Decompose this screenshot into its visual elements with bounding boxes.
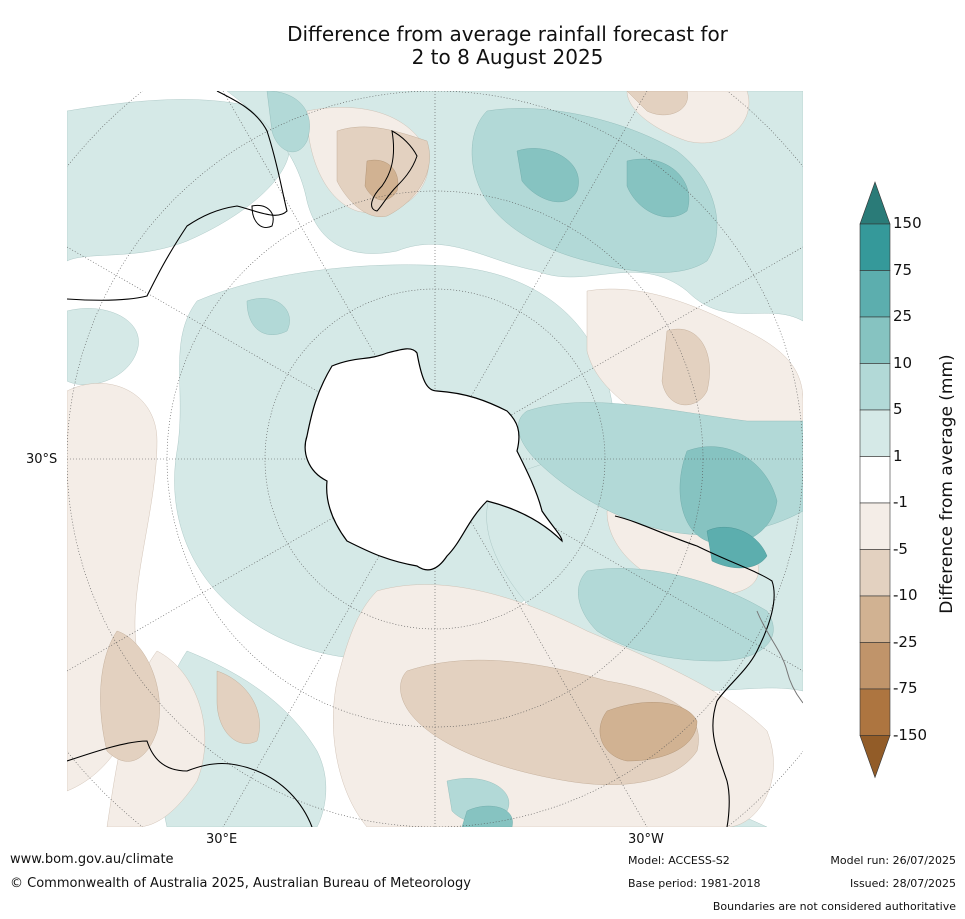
colorbar-tick-label: -10: [893, 586, 918, 604]
south-america-outline: [614, 515, 775, 827]
chart-title-line1: Difference from average rainfall forecas…: [287, 22, 728, 46]
lon-label-30e: 30°E: [206, 832, 238, 847]
footer-base-period: Base period: 1981-2018: [628, 877, 761, 890]
colorbar-title: Difference from average (mm): [937, 354, 957, 614]
footer-model-run: Model run: 26/07/2025: [830, 854, 956, 867]
anomaly-fill-10-to-25: [461, 148, 778, 827]
colorbar-tick-label: -75: [893, 679, 918, 697]
colorbar-tick-label: 150: [893, 214, 922, 232]
anomaly-fill-minus10-to-minus25: [364, 159, 698, 762]
antarctica-outline: [304, 348, 563, 571]
colorbar-tick-label: 25: [893, 307, 913, 325]
colorbar-tick-label: -150: [893, 725, 928, 744]
footer-website: www.bom.gov.au/climate: [10, 852, 174, 867]
colorbar-band-m75_m150: [859, 688, 891, 736]
colorbar-extend-top: [859, 181, 891, 225]
footer-issued: Issued: 28/07/2025: [849, 877, 956, 890]
colorbar-band-25_75: [859, 270, 891, 318]
colorbar-tick-label: -1: [893, 493, 908, 511]
rainfall-anomaly-map: [67, 91, 803, 827]
colorbar: [855, 180, 895, 785]
lon-label-30w: 30°W: [628, 832, 664, 847]
colorbar-tick-label: 1: [893, 446, 903, 465]
colorbar-band-neutral: [859, 456, 891, 504]
colorbar-tick-label: 5: [893, 400, 903, 418]
chart-title-line2: 2 to 8 August 2025: [411, 45, 604, 69]
footer-copyright: © Commonwealth of Australia 2025, Austra…: [10, 876, 471, 891]
lat-label-30s: 30°S: [26, 452, 58, 467]
colorbar-band-m5_m10: [859, 549, 891, 597]
footer-boundaries: Boundaries are not considered authoritat…: [712, 900, 956, 913]
colorbar-band-m1_m5: [859, 502, 891, 550]
colorbar-tick-label: -25: [893, 632, 918, 651]
colorbar-band-m10_m25: [859, 595, 891, 643]
colorbar-band-5_10: [859, 363, 891, 411]
south-america-border: [756, 610, 803, 704]
colorbar-extend-bottom: [859, 735, 891, 779]
footer-model: Model: ACCESS-S2: [628, 854, 730, 867]
colorbar-band-75_150: [859, 223, 891, 271]
africa-outline: [67, 740, 313, 827]
colorbar-tick-label: 10: [893, 353, 913, 372]
colorbar-band-1_5: [859, 409, 891, 457]
australia-outline: [67, 91, 288, 301]
colorbar-tick-label: -5: [893, 539, 908, 558]
colorbar-tick-label: 75: [893, 260, 913, 279]
colorbar-band-m25_m75: [859, 642, 891, 690]
tasmania-outline: [251, 204, 274, 228]
new-zealand-outline: [371, 130, 418, 212]
colorbar-band-10_25: [859, 316, 891, 364]
